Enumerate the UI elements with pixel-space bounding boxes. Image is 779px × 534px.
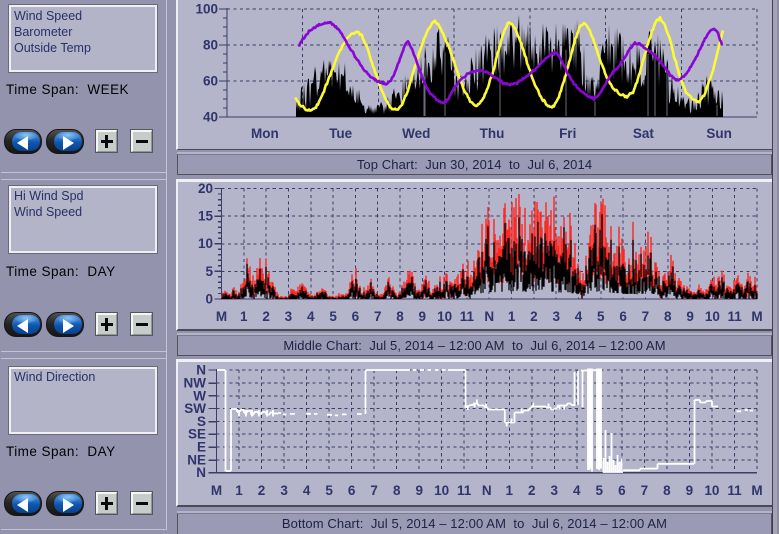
svg-text:8: 8 xyxy=(664,309,672,324)
svg-text:SE: SE xyxy=(188,427,206,442)
svg-text:80: 80 xyxy=(203,38,218,53)
svg-text:6: 6 xyxy=(348,483,356,498)
svg-text:M: M xyxy=(751,483,762,498)
svg-text:M: M xyxy=(216,309,227,324)
svg-text:M: M xyxy=(211,483,222,498)
svg-text:60: 60 xyxy=(203,74,218,89)
svg-text:Tue: Tue xyxy=(329,126,352,141)
svg-text:Fri: Fri xyxy=(559,126,576,141)
svg-text:9: 9 xyxy=(419,309,427,324)
svg-text:3: 3 xyxy=(552,309,560,324)
svg-text:N: N xyxy=(196,465,206,480)
svg-text:Wed: Wed xyxy=(402,126,430,141)
svg-text:5: 5 xyxy=(329,309,337,324)
svg-text:8: 8 xyxy=(663,483,671,498)
svg-text:9: 9 xyxy=(686,483,694,498)
svg-text:40: 40 xyxy=(203,110,218,125)
svg-text:2: 2 xyxy=(258,483,266,498)
svg-text:Sat: Sat xyxy=(633,126,655,141)
svg-text:11: 11 xyxy=(460,309,475,324)
svg-text:5: 5 xyxy=(597,309,605,324)
svg-text:Mon: Mon xyxy=(251,126,279,141)
svg-text:4: 4 xyxy=(307,309,315,324)
svg-text:7: 7 xyxy=(642,309,650,324)
svg-text:1: 1 xyxy=(240,309,248,324)
svg-text:4: 4 xyxy=(575,309,583,324)
svg-text:8: 8 xyxy=(396,309,404,324)
svg-text:3: 3 xyxy=(551,483,559,498)
svg-text:1: 1 xyxy=(235,483,243,498)
svg-text:0: 0 xyxy=(205,292,213,307)
svg-text:5: 5 xyxy=(205,264,213,279)
svg-text:2: 2 xyxy=(530,309,538,324)
svg-text:6: 6 xyxy=(618,483,626,498)
svg-text:M: M xyxy=(751,309,762,324)
svg-text:11: 11 xyxy=(457,483,472,498)
svg-text:15: 15 xyxy=(198,209,214,224)
svg-text:5: 5 xyxy=(325,483,333,498)
svg-text:8: 8 xyxy=(393,483,401,498)
svg-text:Thu: Thu xyxy=(480,126,505,141)
svg-text:7: 7 xyxy=(374,309,382,324)
svg-text:10: 10 xyxy=(705,309,720,324)
svg-text:11: 11 xyxy=(727,483,742,498)
svg-text:100: 100 xyxy=(195,2,218,17)
svg-text:SW: SW xyxy=(184,401,206,416)
svg-text:11: 11 xyxy=(728,309,743,324)
svg-text:NW: NW xyxy=(184,376,207,391)
svg-text:2: 2 xyxy=(262,309,270,324)
svg-text:N: N xyxy=(482,483,492,498)
svg-text:N: N xyxy=(196,363,206,378)
svg-text:6: 6 xyxy=(352,309,360,324)
svg-text:20: 20 xyxy=(198,181,213,196)
svg-text:E: E xyxy=(197,440,206,455)
svg-text:10: 10 xyxy=(437,309,452,324)
svg-text:S: S xyxy=(197,414,206,429)
svg-text:2: 2 xyxy=(528,483,536,498)
svg-text:3: 3 xyxy=(285,309,293,324)
svg-text:7: 7 xyxy=(370,483,378,498)
svg-text:4: 4 xyxy=(573,483,581,498)
svg-text:10: 10 xyxy=(198,236,213,251)
svg-text:9: 9 xyxy=(415,483,423,498)
svg-text:5: 5 xyxy=(596,483,604,498)
svg-text:1: 1 xyxy=(506,483,514,498)
svg-text:3: 3 xyxy=(280,483,288,498)
svg-text:10: 10 xyxy=(704,483,719,498)
svg-text:NE: NE xyxy=(187,453,206,468)
svg-text:1: 1 xyxy=(508,309,516,324)
svg-text:W: W xyxy=(193,388,206,403)
svg-text:6: 6 xyxy=(619,309,627,324)
svg-text:4: 4 xyxy=(303,483,311,498)
svg-text:7: 7 xyxy=(641,483,649,498)
svg-text:N: N xyxy=(484,309,494,324)
svg-text:9: 9 xyxy=(686,309,694,324)
svg-text:10: 10 xyxy=(434,483,449,498)
svg-text:Sun: Sun xyxy=(706,126,732,141)
